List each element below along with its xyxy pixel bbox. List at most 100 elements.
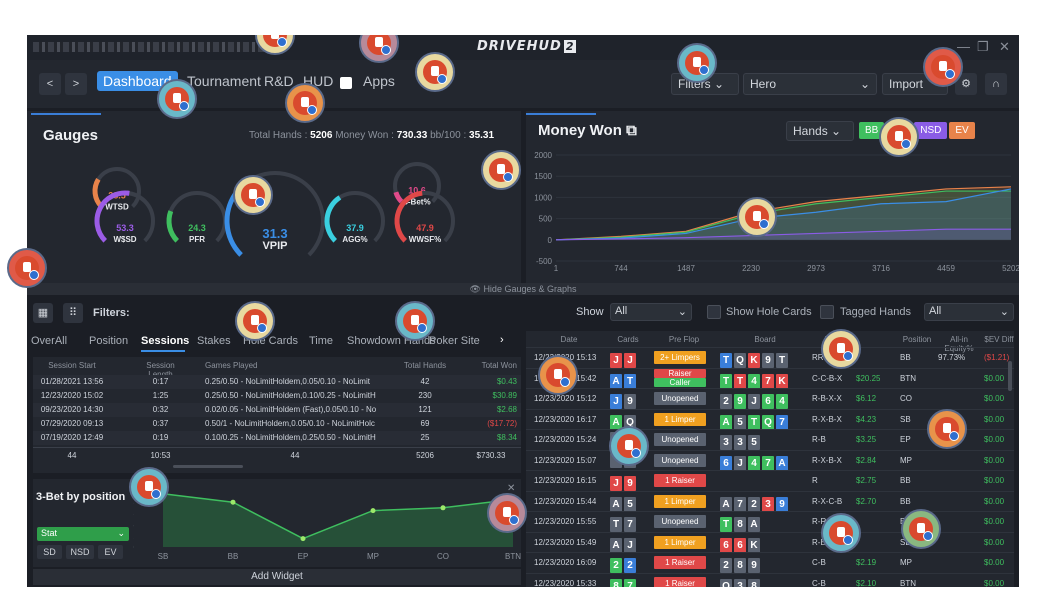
tab-dashboard[interactable]: Dashboard <box>97 71 178 91</box>
sd-button[interactable]: SD <box>37 545 62 559</box>
ev-diff-cell: ($1.21) <box>984 353 1010 362</box>
preflop-badge: Unopened <box>654 433 706 446</box>
grid-icon[interactable]: ⠿ <box>63 303 83 323</box>
hand-row[interactable]: 12/23/2020 16:09 2 2 1 Raiser 2 8 9 C-B $2.19 MP $… <box>526 552 1014 573</box>
close-icon[interactable]: ✕ <box>999 39 1010 54</box>
hand-row[interactable]: 12/23/2020 16:15 J 9 1 Raiser R $2.75 BB $0.00 <box>526 470 1014 491</box>
gauge-track <box>167 191 227 243</box>
card: T <box>720 353 732 368</box>
watermark-badge <box>285 83 325 123</box>
table-row[interactable]: 09/23/2020 14:30 0:32 0.02/0.05 - NoLimitH… <box>33 403 521 417</box>
position-cell: BB <box>900 476 911 485</box>
headset-icon[interactable]: ∩ <box>985 73 1007 95</box>
calculator-icon[interactable]: ▦ <box>33 303 53 323</box>
threebet-point[interactable] <box>440 505 446 511</box>
threebet-point[interactable] <box>370 508 376 514</box>
column-header[interactable]: Date <box>560 335 578 344</box>
hand-row[interactable]: 12/23/2020 15:42ATRaiserCallerTT47KC-C-B… <box>526 367 1014 389</box>
series-toggle-bb[interactable]: BB <box>859 122 885 139</box>
preflop-action: Unopened <box>654 515 706 528</box>
minimize-icon[interactable]: — <box>957 39 970 54</box>
column-header[interactable]: All-in Equity% <box>944 335 974 353</box>
gauge-value: 47.9 <box>416 223 434 233</box>
x-tick-label: 5202 <box>1002 264 1019 273</box>
tab-apps[interactable]: Apps <box>363 73 395 89</box>
nsd-button[interactable]: NSD <box>66 545 94 559</box>
threebet-area <box>163 493 513 547</box>
back-button[interactable]: < <box>39 73 61 95</box>
preflop-action: 1 Raiser <box>654 576 706 587</box>
hand-row[interactable]: 12/23/2020 15:12 J 9 Unopened 2 9 J 6 4 R-B-X-X $6… <box>526 388 1014 409</box>
total-cell: 44 <box>67 451 77 460</box>
close-widget-icon[interactable]: ✕ <box>507 483 516 494</box>
chevron-right-icon[interactable]: › <box>500 334 504 346</box>
column-header[interactable]: Cards <box>617 335 639 344</box>
table-row[interactable]: 07/19/2020 12:49 0:19 0.10/0.25 - NoLimitH… <box>33 431 521 445</box>
hand-row[interactable]: 12/23/2020 15:44 A 5 1 Limper A 7 2 3 9 R-X-C-B $2… <box>526 490 1014 512</box>
column-header[interactable]: $EV Diff <box>984 335 1014 344</box>
series-toggle-nsd[interactable]: NSD <box>914 122 948 139</box>
table-cell: $2.68 <box>496 405 517 414</box>
tab-time[interactable]: Time <box>309 335 334 347</box>
position-cell: BB <box>900 353 911 362</box>
ev-diff-cell: $0.00 <box>984 558 1005 567</box>
tab-overall[interactable]: OverAll <box>31 335 68 347</box>
tab-rnd[interactable]: R&D <box>264 73 294 89</box>
hand-row[interactable]: 12/23/2020 15:33 8 7 1 Raiser Q 3 8 C-B $2.10 BTN… <box>526 572 1014 588</box>
stat-select[interactable]: Stat ⌄ <box>37 527 129 541</box>
column-header[interactable]: Pre Flop <box>668 335 700 344</box>
table-row[interactable]: 07/29/2020 09:13 0:37 0.50/1 - NoLimitHold… <box>33 417 521 431</box>
hand-row[interactable]: 12/23/2020 16:17 A Q 1 Limper A 5 T Q 7 R-X-B-X $4… <box>526 408 1014 430</box>
gear-icon[interactable]: ⚙ <box>955 73 977 95</box>
card: 5 <box>734 414 746 430</box>
show-select[interactable]: All ⌄ <box>610 303 692 321</box>
forward-button[interactable]: > <box>65 73 87 95</box>
line-cell: R-R <box>812 517 827 526</box>
column-header[interactable]: Session Start <box>48 361 96 370</box>
tab-sessions[interactable]: Sessions <box>141 335 190 347</box>
tab-position[interactable]: Position <box>89 335 129 347</box>
card: K <box>748 537 760 553</box>
column-header[interactable]: Total Won <box>481 361 517 370</box>
series-toggle-ev[interactable]: EV <box>949 122 975 139</box>
scrollbar[interactable] <box>1008 361 1012 391</box>
hud-toggle[interactable] <box>340 77 352 89</box>
show-hole-cards-checkbox[interactable] <box>707 305 721 319</box>
ev-button[interactable]: EV <box>98 545 123 559</box>
external-link-icon[interactable]: ⧉ <box>626 122 637 139</box>
table-row[interactable]: 12/23/2020 15:02 1:25 0.25/0.50 - NoLimitH… <box>33 389 521 403</box>
add-widget-button[interactable]: Add Widget <box>33 569 521 585</box>
won-cell: $2.10 <box>856 578 877 588</box>
restore-icon[interactable]: ❐ <box>977 39 989 54</box>
card: 8 <box>734 517 746 532</box>
tab-poker-site[interactable]: Poker Site <box>429 335 480 347</box>
column-header[interactable]: Position <box>902 335 932 344</box>
preflop-badge: 1 Limper <box>654 535 706 549</box>
gauge-track <box>93 167 141 208</box>
tagged-select[interactable]: All ⌄ <box>924 303 1014 321</box>
x-mode-select[interactable]: Hands ⌄ <box>786 121 854 141</box>
column-header[interactable]: Session Length <box>146 361 175 379</box>
filters-dropdown[interactable]: Filters ⌄ <box>671 73 739 95</box>
tab-tournament[interactable]: Tournament <box>187 73 261 89</box>
tab-stakes[interactable]: Stakes <box>197 335 231 347</box>
column-header[interactable]: Total Hands <box>403 361 447 370</box>
threebet-point[interactable] <box>230 499 236 505</box>
hand-row[interactable]: 12/23/2020 15:07 Unopened 6 J 4 7 A R-X-B-X $2.8… <box>526 449 1014 471</box>
column-header[interactable]: Games Played <box>205 361 258 370</box>
table-row[interactable]: 01/28/2021 13:56 0:17 0.25/0.50 - NoLimitH… <box>33 375 521 389</box>
tagged-hands-checkbox[interactable] <box>820 305 834 319</box>
scrollbar[interactable] <box>173 465 243 468</box>
threebet-point[interactable] <box>300 536 306 542</box>
hero-select[interactable]: Hero ⌄ <box>743 73 877 95</box>
preflop-action: 1 Limper <box>654 494 706 508</box>
hide-gauges-bar[interactable]: 👁 Hide Gauges & Graphs <box>27 283 1019 295</box>
column-header[interactable]: Board <box>754 335 776 344</box>
line-cell: R <box>812 476 818 485</box>
